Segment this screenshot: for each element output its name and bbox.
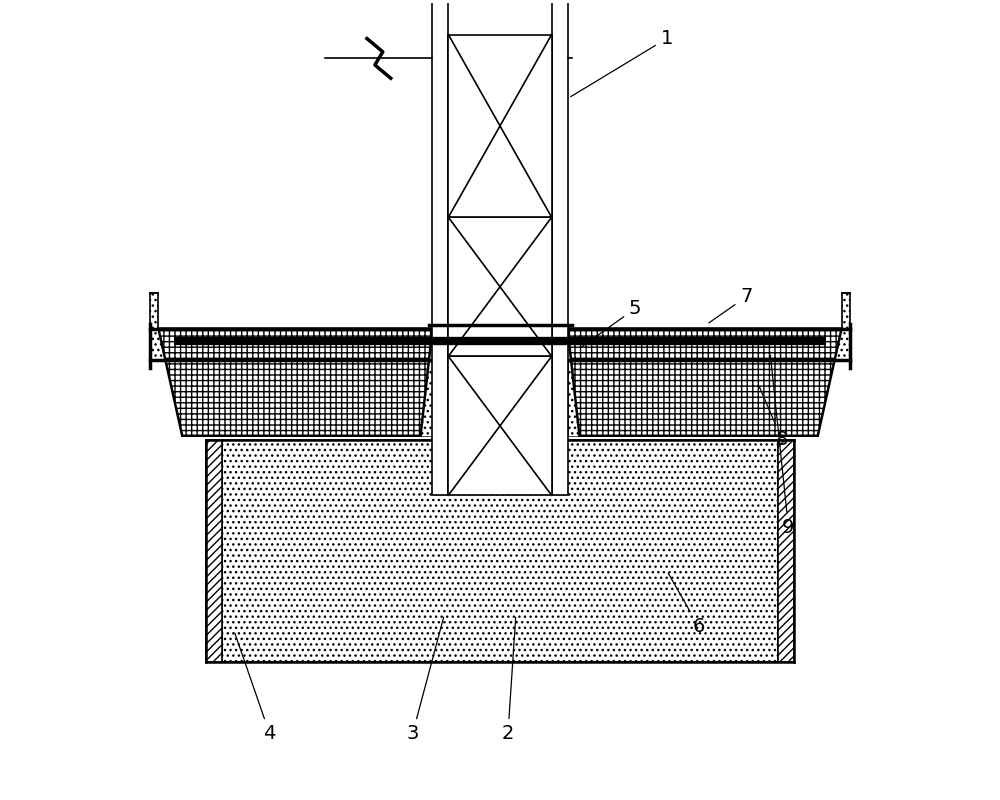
Polygon shape xyxy=(206,440,222,662)
Text: 5: 5 xyxy=(582,299,641,346)
Text: 3: 3 xyxy=(406,617,444,743)
Text: 9: 9 xyxy=(770,355,795,537)
Polygon shape xyxy=(222,440,778,662)
Polygon shape xyxy=(448,356,552,495)
Polygon shape xyxy=(150,329,850,360)
Polygon shape xyxy=(421,329,432,436)
Text: 7: 7 xyxy=(709,287,752,323)
Text: 1: 1 xyxy=(571,29,673,97)
Polygon shape xyxy=(158,329,432,436)
Polygon shape xyxy=(432,0,448,495)
Polygon shape xyxy=(150,293,158,329)
Polygon shape xyxy=(778,440,794,662)
Text: 8: 8 xyxy=(759,386,788,450)
Polygon shape xyxy=(448,34,552,218)
Polygon shape xyxy=(842,293,850,329)
Polygon shape xyxy=(448,218,552,356)
Text: 2: 2 xyxy=(502,618,516,743)
Text: 4: 4 xyxy=(235,633,276,743)
Polygon shape xyxy=(568,329,842,436)
Polygon shape xyxy=(552,0,568,495)
Polygon shape xyxy=(568,329,579,436)
Text: 6: 6 xyxy=(668,574,705,636)
